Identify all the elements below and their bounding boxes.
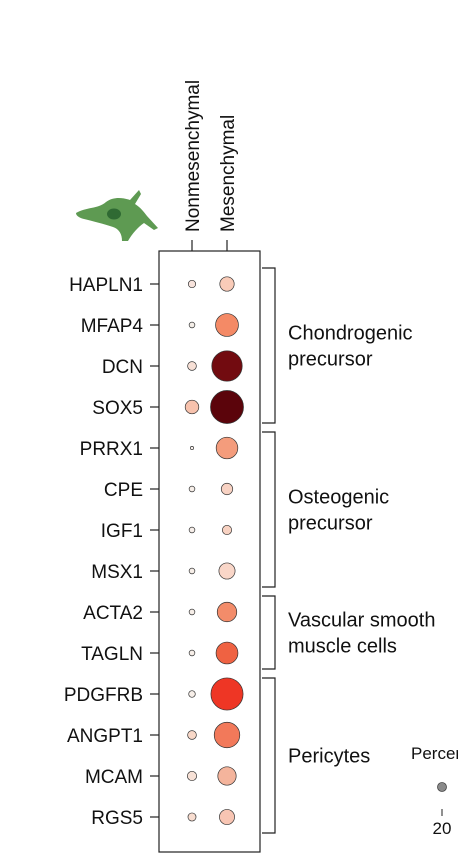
dot-mesenchymal-tagln (215, 641, 239, 665)
gene-label: CPE (104, 480, 143, 501)
gene-label: MSX1 (91, 562, 143, 583)
dot-nonmesenchymal-acta2 (188, 608, 196, 616)
dot-mesenchymal-rgs5 (219, 809, 235, 825)
group-label: Osteogenic (288, 487, 389, 509)
dot-nonmesenchymal-msx1 (188, 567, 196, 575)
gene-label: PRRX1 (80, 439, 143, 460)
dot-mesenchymal-pdgfrb (210, 677, 244, 711)
dot-nonmesenchymal-mfap4 (188, 321, 196, 329)
gene-label: MCAM (85, 767, 143, 788)
column-label-nonmesenchymal: Nonmesenchymal (183, 80, 204, 232)
group-bracket (262, 677, 276, 834)
gene-label: PDGFRB (64, 685, 143, 706)
gene-label: MFAP4 (81, 316, 144, 337)
gene-label: HAPLN1 (69, 275, 143, 296)
group-label: Chondrogenic (288, 323, 413, 345)
gene-label: ACTA2 (83, 603, 143, 624)
group-label: precursor (288, 349, 373, 371)
gene-label: TAGLN (81, 644, 143, 665)
dot-nonmesenchymal-sox5 (184, 399, 200, 415)
gene-label: SOX5 (92, 398, 143, 419)
group-bracket (262, 431, 276, 588)
dot-mesenchymal-prrx1 (215, 436, 239, 460)
dot-mesenchymal-dcn (211, 350, 243, 382)
dot-nonmesenchymal-prrx1 (190, 446, 195, 451)
gene-label: ANGPT1 (67, 726, 143, 747)
dot-nonmesenchymal-tagln (188, 649, 196, 657)
group-label: Pericytes (288, 746, 370, 768)
legend-title: Percent expressed (411, 744, 458, 763)
group-bracket (262, 595, 276, 670)
dot-nonmesenchymal-igf1 (188, 526, 196, 534)
dot-mesenchymal-mcam (217, 766, 237, 786)
group-bracket (262, 267, 276, 424)
legend: Percent expressed 20 (411, 744, 458, 838)
group-label: precursor (288, 513, 373, 535)
dot-nonmesenchymal-angpt1 (187, 730, 197, 740)
dot-mesenchymal-hapln1 (219, 276, 235, 292)
dot-mesenchymal-msx1 (218, 562, 236, 580)
dot-nonmesenchymal-mcam (186, 770, 198, 782)
column-label-mesenchymal: Mesenchymal (218, 115, 239, 232)
gene-label: DCN (102, 357, 143, 378)
dot-nonmesenchymal-hapln1 (187, 279, 197, 289)
dot-mesenchymal-igf1 (221, 524, 233, 536)
gene-label: IGF1 (101, 521, 143, 542)
legend-tick-label: 20 (433, 819, 452, 838)
dot-nonmesenchymal-pdgfrb (188, 690, 196, 698)
dot-mesenchymal-mfap4 (215, 313, 239, 337)
gene-label: RGS5 (91, 808, 143, 829)
dot-nonmesenchymal-dcn (187, 361, 197, 371)
dot-nonmesenchymal-rgs5 (187, 812, 197, 822)
dot-mesenchymal-acta2 (216, 601, 238, 623)
group-label: Vascular smooth (288, 610, 435, 632)
cell-icon (76, 190, 158, 241)
dot-mesenchymal-cpe (220, 482, 234, 496)
legend-dot (437, 782, 447, 792)
dot-nonmesenchymal-cpe (188, 485, 196, 493)
group-label: muscle cells (288, 636, 397, 658)
dot-mesenchymal-angpt1 (213, 721, 241, 749)
dot-mesenchymal-sox5 (210, 390, 244, 424)
plot-frame (158, 250, 261, 853)
